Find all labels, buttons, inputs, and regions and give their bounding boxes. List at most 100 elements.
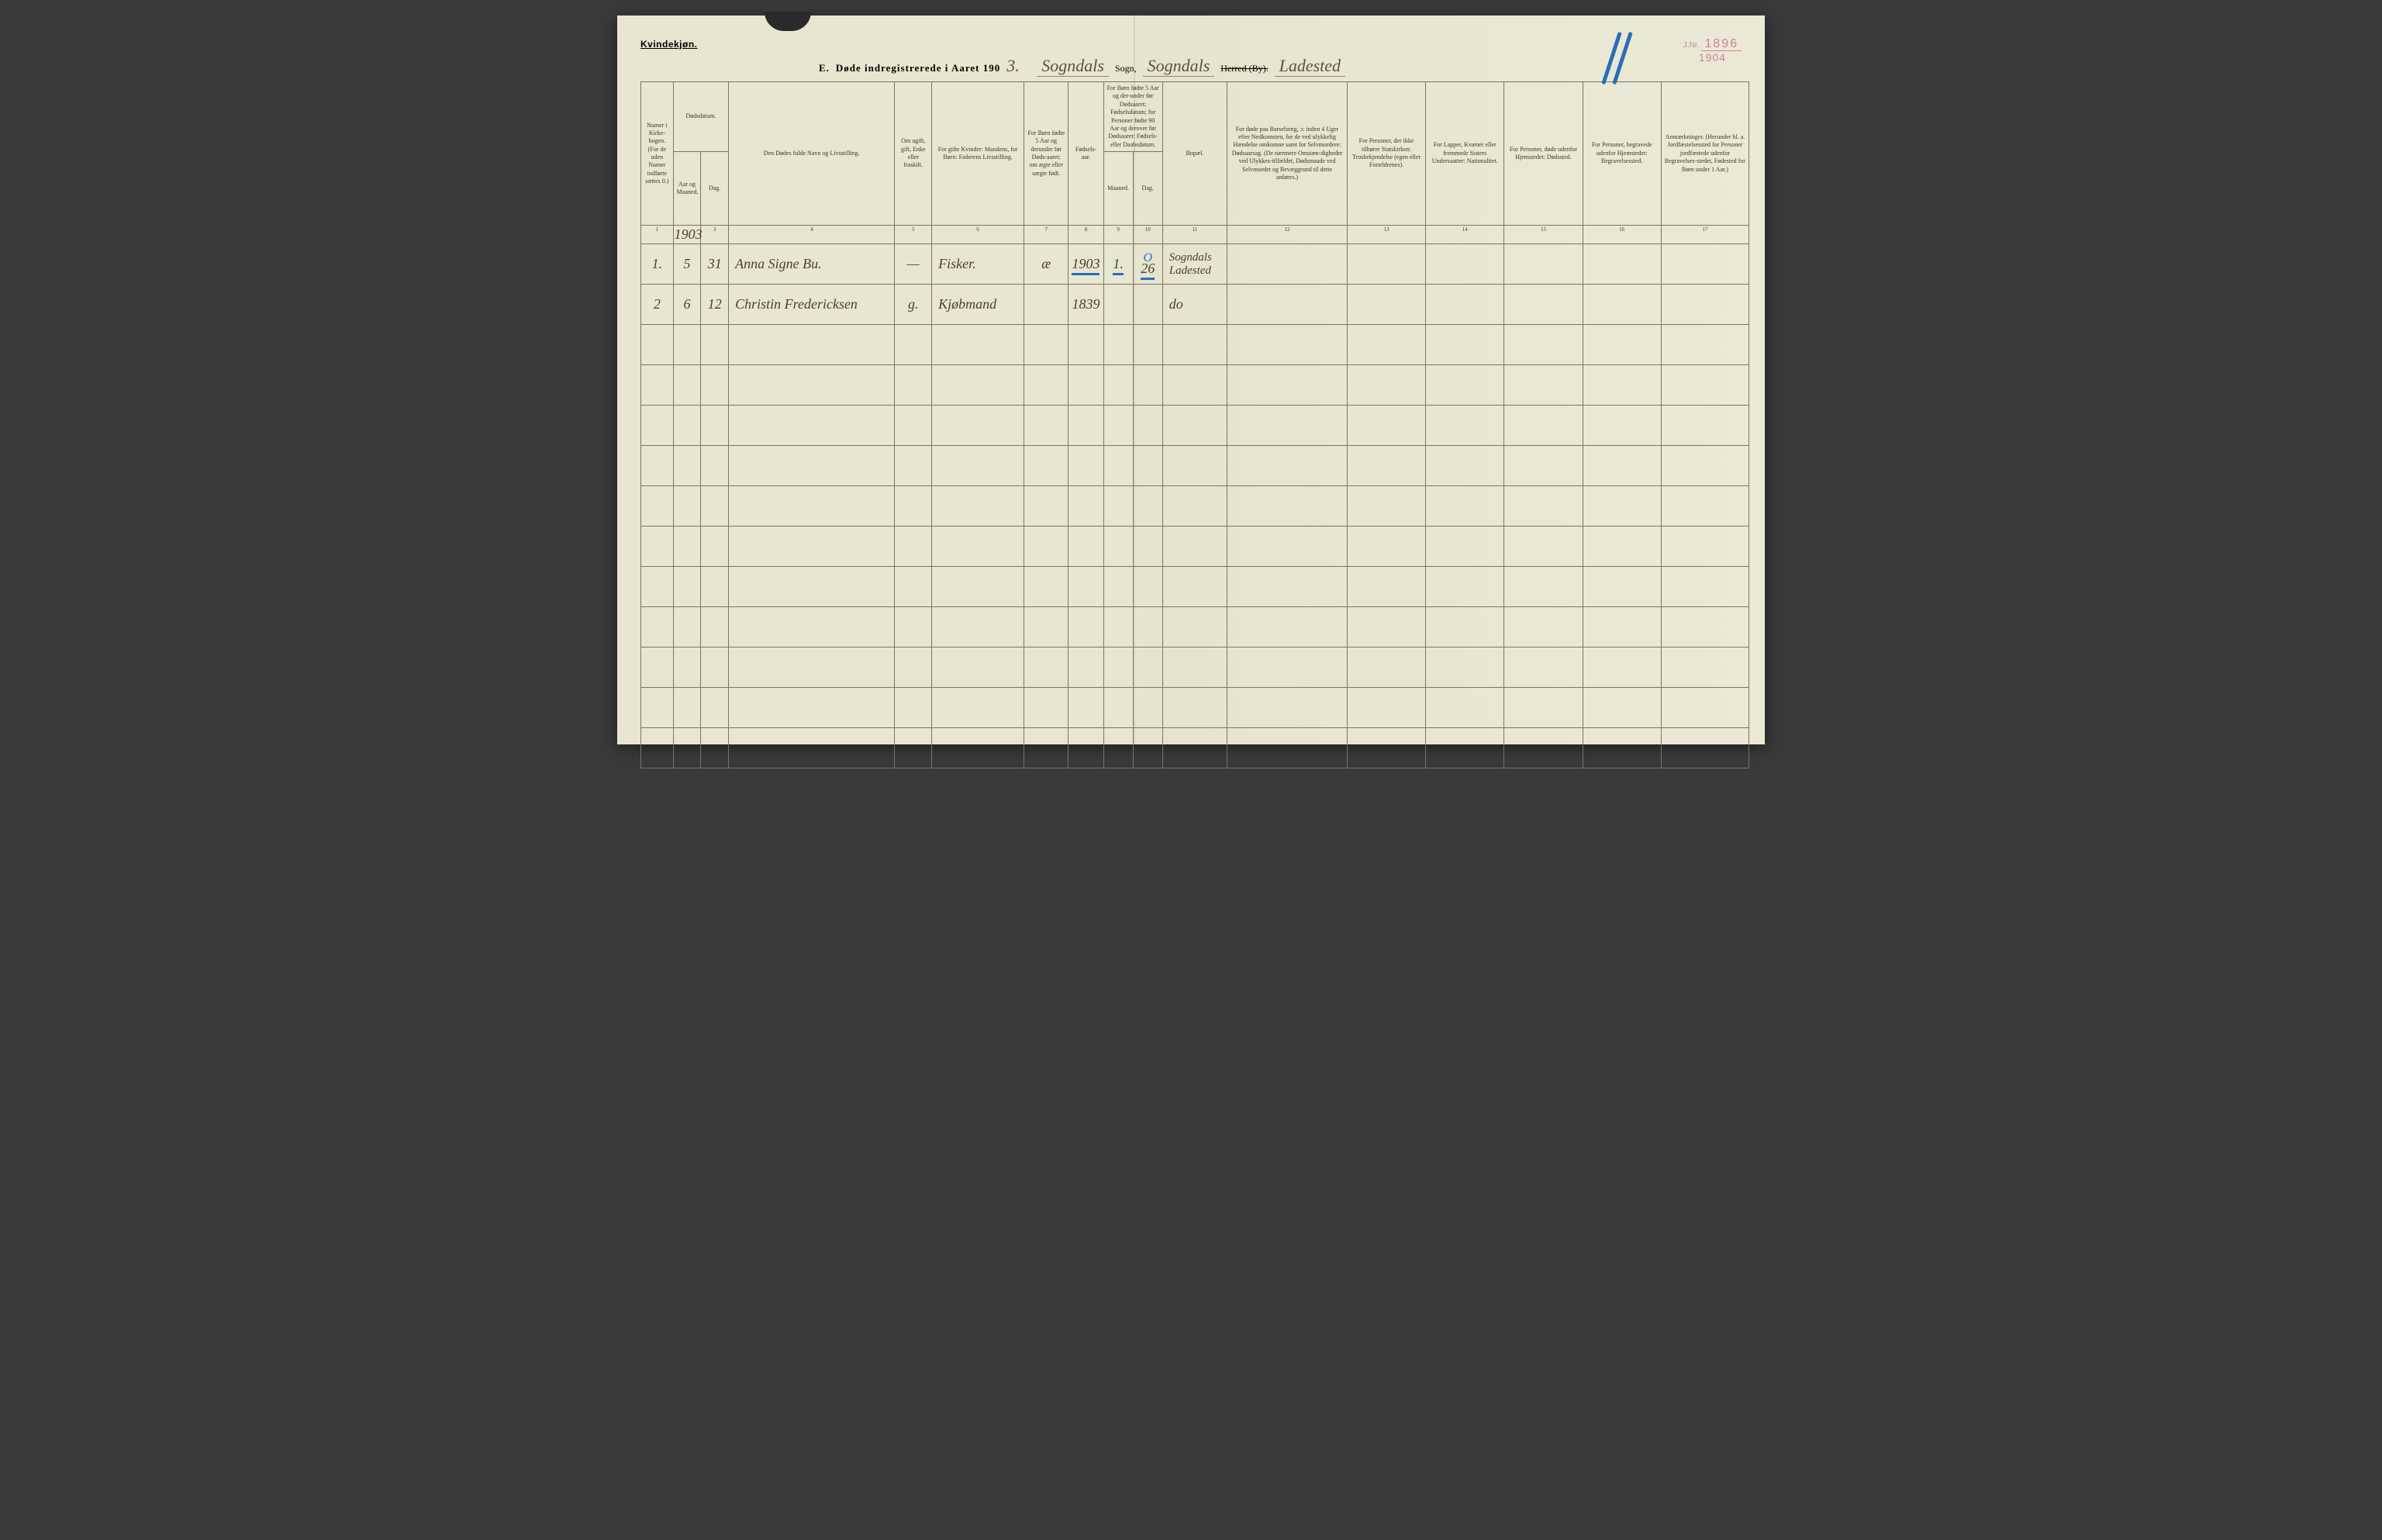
cell-occupation: Kjøbmand (932, 285, 1024, 325)
col-header-9b: Dag. (1133, 152, 1162, 226)
colnum: 6 (932, 226, 1024, 244)
title-line: E. Døde indregistrerede i Aaret 190 3. So… (819, 56, 1749, 77)
cell-12 (1227, 244, 1348, 285)
herred-value: Sogndals (1143, 56, 1215, 77)
empty-row (641, 607, 1749, 647)
ledger-page: J.Nr. 1896 1904 Kvindekjøn. E. Døde indr… (617, 16, 1765, 744)
cell-occupation: Fisker. (932, 244, 1024, 285)
empty-row (641, 325, 1749, 365)
cell-birthmonth (1103, 285, 1133, 325)
col-header-9-top: For Børn fødte 5 Aar og der-under før Dø… (1103, 82, 1162, 152)
cell-num: 1. (641, 244, 674, 285)
col-header-2b: Dag. (701, 152, 729, 226)
cell-12 (1227, 285, 1348, 325)
col-header-12: For døde paa Barselseng, ɔ: inden 4 Uger… (1227, 82, 1348, 226)
colnum: 1 (641, 226, 674, 244)
colnum: 8 (1068, 226, 1103, 244)
cell-name: Christin Fredericksen (729, 285, 895, 325)
empty-row (641, 647, 1749, 688)
cell-birthyear: 1903 (1068, 244, 1103, 285)
colnum: 3 (701, 226, 729, 244)
gender-label: Kvindekjøn. (640, 39, 698, 50)
cell-13 (1347, 285, 1425, 325)
cell-name: Anna Signe Bu. (729, 244, 895, 285)
cell-14 (1426, 244, 1504, 285)
col-header-8: Fødsels-aar. (1068, 82, 1103, 226)
col-header-13: For Personer, der ikke tilhører Statskir… (1347, 82, 1425, 226)
herred-label: Herred (By). (1220, 63, 1268, 74)
cell-14 (1426, 285, 1504, 325)
empty-row (641, 688, 1749, 728)
cell-day: 31 (701, 244, 729, 285)
col-header-5: Om ugift, gift, Enke eller fraskilt. (895, 82, 932, 226)
col-header-11: Bopæl. (1162, 82, 1227, 226)
empty-row (641, 406, 1749, 446)
col-header-16: For Personer, begravede udenfor Hjemsted… (1583, 82, 1661, 226)
death-register-table: Numer i Kirke-bogen. (For de uden Numer … (640, 81, 1749, 768)
table-row: 1. 5 31 Anna Signe Bu. — Fisker. æ 1903 … (641, 244, 1749, 285)
col-header-17: Anmærkninger. (Herunder bl. a. Jordfæste… (1661, 82, 1749, 226)
title-prefix: E. (819, 62, 830, 74)
stamp-jnr-label: J.Nr. (1683, 41, 1700, 50)
cell-15 (1504, 285, 1583, 325)
cell-birthyear: 1839 (1068, 285, 1103, 325)
cell-birthmonth: 1. (1103, 244, 1133, 285)
colnum: 4 (729, 226, 895, 244)
cell-17 (1661, 285, 1749, 325)
title-text: Døde indregistrerede i Aaret 190 (836, 62, 1000, 74)
cell-status: — (895, 244, 932, 285)
col-header-14: For Lapper, Kvæner eller fremmede Stater… (1426, 82, 1504, 226)
empty-row (641, 486, 1749, 527)
col-header-2a: Aar og Maaned. (673, 152, 701, 226)
colnum: 13 (1347, 226, 1425, 244)
col-header-1: Numer i Kirke-bogen. (For de uden Numer … (641, 82, 674, 226)
stamp-year: 1904 (1699, 51, 1726, 64)
cell-16 (1583, 285, 1661, 325)
colnum: 15 (1504, 226, 1583, 244)
sogn-value: Sogndals (1037, 56, 1109, 77)
column-numbers-row: 1 1903 3 4 5 6 7 8 9 10 11 12 13 14 15 1… (641, 226, 1749, 244)
colnum: 12 (1227, 226, 1348, 244)
cell-birthday: O26 (1133, 244, 1162, 285)
cell-15 (1504, 244, 1583, 285)
archive-stamp: J.Nr. 1896 1904 (1683, 37, 1742, 64)
table-head: Numer i Kirke-bogen. (For de uden Numer … (641, 82, 1749, 226)
table-row: 2 6 12 Christin Fredericksen g. Kjøbmand… (641, 285, 1749, 325)
cell-17 (1661, 244, 1749, 285)
cell-day: 12 (701, 285, 729, 325)
cell-month: 6 (673, 285, 701, 325)
colnum: 17 (1661, 226, 1749, 244)
year-suffix: 3. (1006, 56, 1020, 76)
cell-legit: æ (1024, 244, 1068, 285)
stamp-jnr-value: 1896 (1701, 37, 1742, 51)
colnum: 16 (1583, 226, 1661, 244)
col-header-9a: Maaned. (1103, 152, 1133, 226)
colnum: 5 (895, 226, 932, 244)
table-body: 1 1903 3 4 5 6 7 8 9 10 11 12 13 14 15 1… (641, 226, 1749, 768)
cell-residence: do (1162, 285, 1227, 325)
col-header-2-top: Dødsdatum. (673, 82, 728, 152)
empty-row (641, 567, 1749, 607)
cell-residence: Sogndals Ladested (1162, 244, 1227, 285)
year-cell: 1903 (673, 226, 701, 244)
empty-row (641, 527, 1749, 567)
cell-16 (1583, 244, 1661, 285)
cell-month: 5 (673, 244, 701, 285)
col-header-7: For Børn fødte 5 Aar og derunder før Død… (1024, 82, 1068, 226)
colnum: 9 (1103, 226, 1133, 244)
cell-legit (1024, 285, 1068, 325)
header-row: Kvindekjøn. (640, 39, 1749, 50)
cell-birthday (1133, 285, 1162, 325)
col-header-4: Den Dødes fulde Navn og Livsstilling. (729, 82, 895, 226)
colnum: 10 (1133, 226, 1162, 244)
colnum: 11 (1162, 226, 1227, 244)
col-header-6: For gifte Kvinder: Mandens, for Børn: Fa… (932, 82, 1024, 226)
cell-status: g. (895, 285, 932, 325)
cell-13 (1347, 244, 1425, 285)
cell-num: 2 (641, 285, 674, 325)
ladested-value: Ladested (1275, 56, 1345, 77)
colnum: 14 (1426, 226, 1504, 244)
colnum: 7 (1024, 226, 1068, 244)
empty-row (641, 728, 1749, 768)
empty-row (641, 365, 1749, 406)
